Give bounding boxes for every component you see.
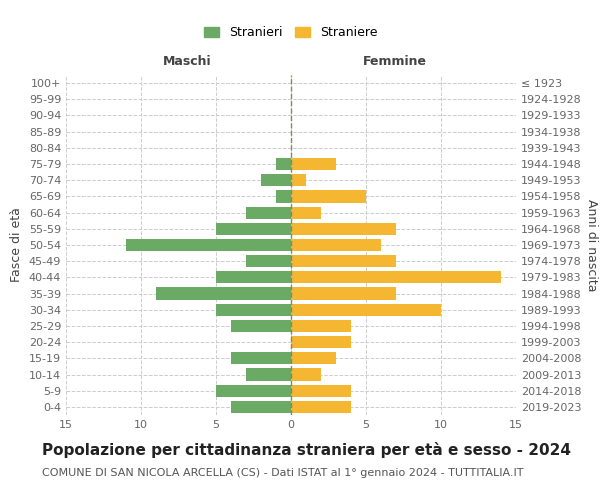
Text: Popolazione per cittadinanza straniera per età e sesso - 2024: Popolazione per cittadinanza straniera p… [42,442,571,458]
Bar [291,384,351,397]
Bar [291,304,441,316]
Bar [246,255,291,268]
Bar [291,288,396,300]
Y-axis label: Anni di nascita: Anni di nascita [585,198,598,291]
Bar [231,320,291,332]
Bar [291,368,321,380]
Bar [291,401,351,413]
Bar [291,352,336,364]
Bar [276,158,291,170]
Bar [291,255,396,268]
Bar [246,206,291,218]
Bar [291,222,396,235]
Bar [246,368,291,380]
Text: COMUNE DI SAN NICOLA ARCELLA (CS) - Dati ISTAT al 1° gennaio 2024 - TUTTITALIA.I: COMUNE DI SAN NICOLA ARCELLA (CS) - Dati… [42,468,523,477]
Bar [231,352,291,364]
Bar [261,174,291,186]
Bar [291,190,366,202]
Bar [291,272,501,283]
Bar [216,272,291,283]
Bar [216,304,291,316]
Bar [291,320,351,332]
Bar [291,336,351,348]
Bar [291,158,336,170]
Bar [291,174,306,186]
Bar [231,401,291,413]
Legend: Stranieri, Straniere: Stranieri, Straniere [198,20,384,46]
Bar [291,206,321,218]
Y-axis label: Fasce di età: Fasce di età [10,208,23,282]
Bar [216,222,291,235]
Bar [276,190,291,202]
Text: Femmine: Femmine [362,55,427,68]
Bar [216,384,291,397]
Bar [291,239,381,251]
Bar [156,288,291,300]
Text: Maschi: Maschi [163,55,212,68]
Bar [126,239,291,251]
